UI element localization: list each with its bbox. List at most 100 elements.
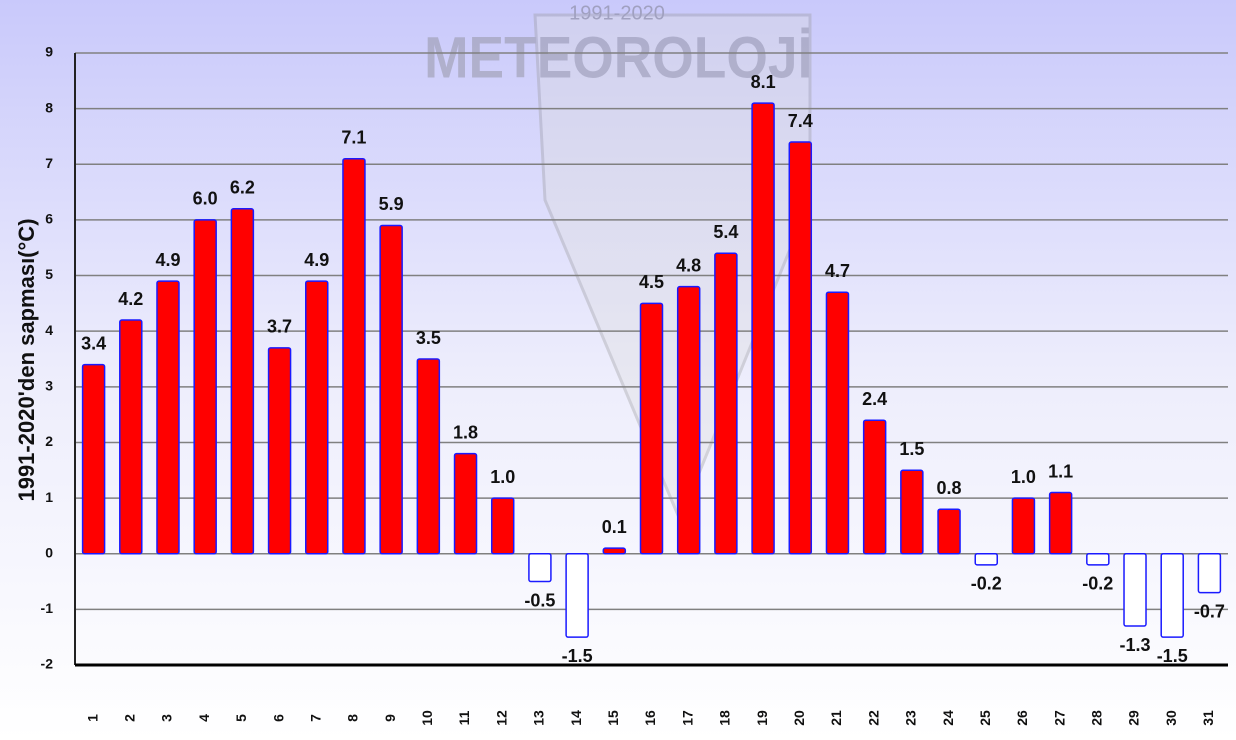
bar [417,359,439,554]
value-label: 6.2 [230,178,255,198]
x-tick-label: 14 [568,710,584,726]
y-tick-label: 1 [45,489,53,505]
x-tick-label: 16 [642,710,658,726]
value-label: 0.1 [602,517,627,537]
x-tick-label: 17 [679,710,695,726]
bar [120,320,142,554]
y-tick-label: 0 [45,544,53,560]
bar [269,348,291,554]
value-label: 4.9 [155,250,180,270]
bar [1198,554,1220,593]
value-label: 4.2 [118,289,143,309]
bar [566,554,588,637]
bar [975,554,997,565]
bar [343,159,365,554]
x-tick-label: 25 [977,710,993,726]
x-tick-label: 11 [456,710,472,725]
value-label: 1.0 [1011,467,1036,487]
value-label: -1.5 [562,646,593,666]
x-tick-label: 12 [493,710,509,726]
bar [678,287,700,554]
x-tick-label: 7 [307,714,323,722]
value-label: -0.2 [971,574,1002,594]
x-tick-label: 21 [828,710,844,726]
y-tick-label: 7 [45,155,53,171]
x-tick-label: 22 [865,710,881,726]
bar [492,498,514,554]
value-label: -0.2 [1082,574,1113,594]
x-tick-label: 29 [1126,710,1142,726]
bar [529,554,551,582]
value-label: 4.5 [639,272,664,292]
bar [83,365,105,554]
bar [231,209,253,554]
x-tick-label: 5 [233,714,249,722]
x-tick-label: 3 [159,714,175,722]
bar [826,292,848,553]
bar [715,253,737,553]
value-label: 3.4 [81,333,106,353]
value-label: 7.1 [341,127,366,147]
value-label: 1.8 [453,422,478,442]
x-tick-label: 13 [531,710,547,726]
page: 1991-2020 METEOROLOJİ 1991-2020'den sapm… [0,0,1236,740]
watermark-year: 1991-2020 [569,2,665,24]
value-label: 1.0 [490,467,515,487]
x-tick-label: 28 [1089,710,1105,726]
x-tick-label: 4 [196,714,212,722]
bar [1124,554,1146,626]
x-tick-label: 19 [754,710,770,726]
bar [938,509,960,554]
value-label: 4.7 [825,261,850,281]
y-tick-label: 4 [45,322,53,338]
value-label: -1.5 [1157,646,1188,666]
y-tick-label: 5 [45,266,53,282]
bar [752,103,774,554]
x-tick-label: 26 [1014,710,1030,726]
y-tick-label: 3 [45,378,53,394]
x-tick-label: 8 [345,714,361,722]
bar [864,420,886,554]
bar [789,142,811,554]
x-tick-label: 18 [717,710,733,726]
x-tick-label: 10 [419,710,435,726]
y-tick-label: 6 [45,211,53,227]
bar [1161,554,1183,637]
bar [641,303,663,553]
x-tick-label: 27 [1051,710,1067,726]
value-label: 2.4 [862,389,887,409]
value-label: 1.1 [1048,461,1073,481]
x-tick-label: 1 [84,714,100,722]
x-tick-label: 24 [940,710,956,726]
value-label: 5.4 [713,222,738,242]
value-label: 6.0 [193,189,218,209]
value-label: 4.9 [304,250,329,270]
value-label: 3.5 [416,328,441,348]
value-label: -0.5 [524,590,555,610]
value-label: -1.3 [1120,635,1151,655]
y-tick-label: 8 [45,99,53,115]
bar [157,281,179,554]
x-tick-label: 31 [1200,710,1216,726]
bar [1087,554,1109,565]
x-tick-label: 2 [121,714,137,722]
value-label: -0.7 [1194,601,1225,621]
bar [380,225,402,553]
bar [1050,493,1072,554]
y-tick-label: -2 [41,656,54,672]
value-label: 7.4 [788,111,813,131]
x-tick-label: 30 [1163,710,1179,726]
value-label: 4.8 [676,255,701,275]
y-tick-label: -1 [41,600,54,616]
bar [1012,498,1034,554]
x-tick-label: 15 [605,710,621,726]
value-label: 5.9 [379,194,404,214]
value-label: 0.8 [937,478,962,498]
x-tick-label: 23 [903,710,919,726]
bar [901,470,923,553]
y-axis-label: 1991-2020'den sapması(°C) [14,218,39,501]
bar [194,220,216,554]
x-tick-label: 20 [791,710,807,726]
bar [306,281,328,554]
bar [455,454,477,554]
